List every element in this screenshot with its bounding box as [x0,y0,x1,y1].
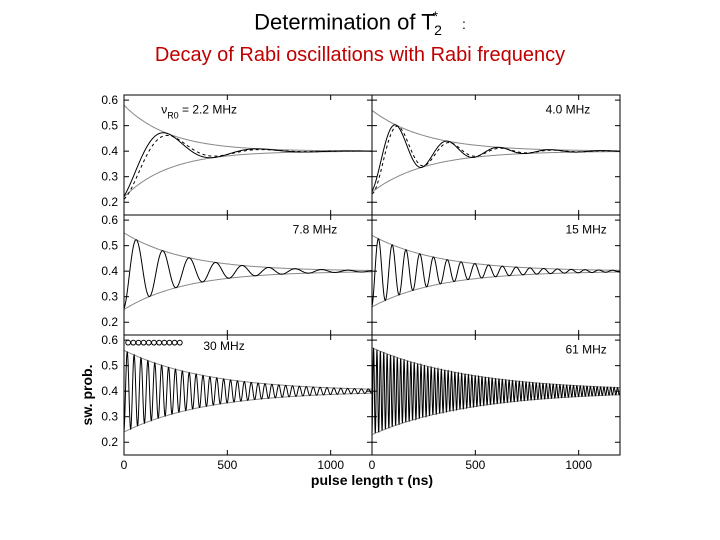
panel-1: 4.0 MHz [372,95,620,215]
y-axis-label: sw. prob. [80,364,95,425]
oscillation-trace [372,125,620,191]
panel-label: 15 MHz [565,222,606,236]
marker-icon [162,340,167,345]
oscillation-fit-dashed [372,126,620,194]
y-tick-label: 0.5 [101,238,118,252]
title-suffix: : [462,16,466,32]
x-tick-label: 0 [369,458,376,472]
panel-5: 0 500 1000 61 MHz [369,335,620,472]
oscillation-trace [124,132,372,195]
panel-border [124,335,372,455]
marker-icon [177,340,182,345]
oscillation-fit-dashed [124,135,372,199]
t2star-symbol: *2 [435,9,448,34]
y-tick-label: 0.5 [101,358,118,372]
y-tick-label: 0.6 [101,93,118,107]
marker-icon [131,340,136,345]
panel-4: 0.2 0.3 0.4 0.5 0.6 0 500 1000 30 MHz [101,333,372,472]
envelope-lower [124,151,372,197]
y-tick-label: 0.6 [101,333,118,347]
x-axis-label: pulse length τ (ns) [311,472,433,488]
y-tick-label: 0.4 [101,144,118,158]
x-tick-label: 1000 [565,458,592,472]
panel-0: 0.2 0.3 0.4 0.5 0.6 νR0 = 2.2 MHz [101,93,372,215]
y-tick-label: 0.4 [101,264,118,278]
y-tick-label: 0.2 [101,195,118,209]
title-sub: 2 [434,22,442,38]
y-tick-label: 0.6 [101,213,118,227]
panel-label: 7.8 MHz [293,222,338,236]
panel-label: 30 MHz [203,339,244,353]
y-tick-label: 0.5 [101,118,118,132]
y-tick-label: 0.3 [101,169,118,183]
marker-icon [152,340,157,345]
x-tick-label: 1000 [317,458,344,472]
panel-2: 0.2 0.3 0.4 0.5 0.6 7.8 MHz [101,213,372,335]
oscillation-trace [124,352,372,431]
x-tick-label: 500 [465,458,485,472]
y-tick-label: 0.3 [101,289,118,303]
marker-icon [126,340,131,345]
x-tick-label: 0 [121,458,128,472]
marker-icon [146,340,151,345]
figure-container: sw. prob. pulse length τ (ns) 0.2 0.3 0.4 0.5… [80,87,640,495]
marker-icon [136,340,141,345]
envelope-lower [372,272,620,307]
y-tick-label: 0.2 [101,435,118,449]
marker-icon [141,340,146,345]
panel-label: 4.0 MHz [546,102,591,116]
envelope-lower [124,272,372,310]
marker-icon [157,340,162,345]
y-tick-label: 0.3 [101,409,118,423]
page-title: Determination of T*2 : [0,8,720,38]
panel-3: 15 MHz [372,215,620,335]
panel-label: νR0 = 2.2 MHz [161,102,237,120]
page-subtitle: Decay of Rabi oscillations with Rabi fre… [0,44,720,67]
marker-icon [172,340,177,345]
y-tick-label: 0.4 [101,384,118,398]
x-tick-label: 500 [217,458,237,472]
title-prefix: Determination of T [254,9,435,34]
y-tick-label: 0.2 [101,315,118,329]
marker-icon [167,340,172,345]
rabi-oscillation-panels: sw. prob. pulse length τ (ns) 0.2 0.3 0.4 0.5… [80,87,640,495]
envelope-lower [372,151,620,191]
panel-label: 61 MHz [565,342,606,356]
